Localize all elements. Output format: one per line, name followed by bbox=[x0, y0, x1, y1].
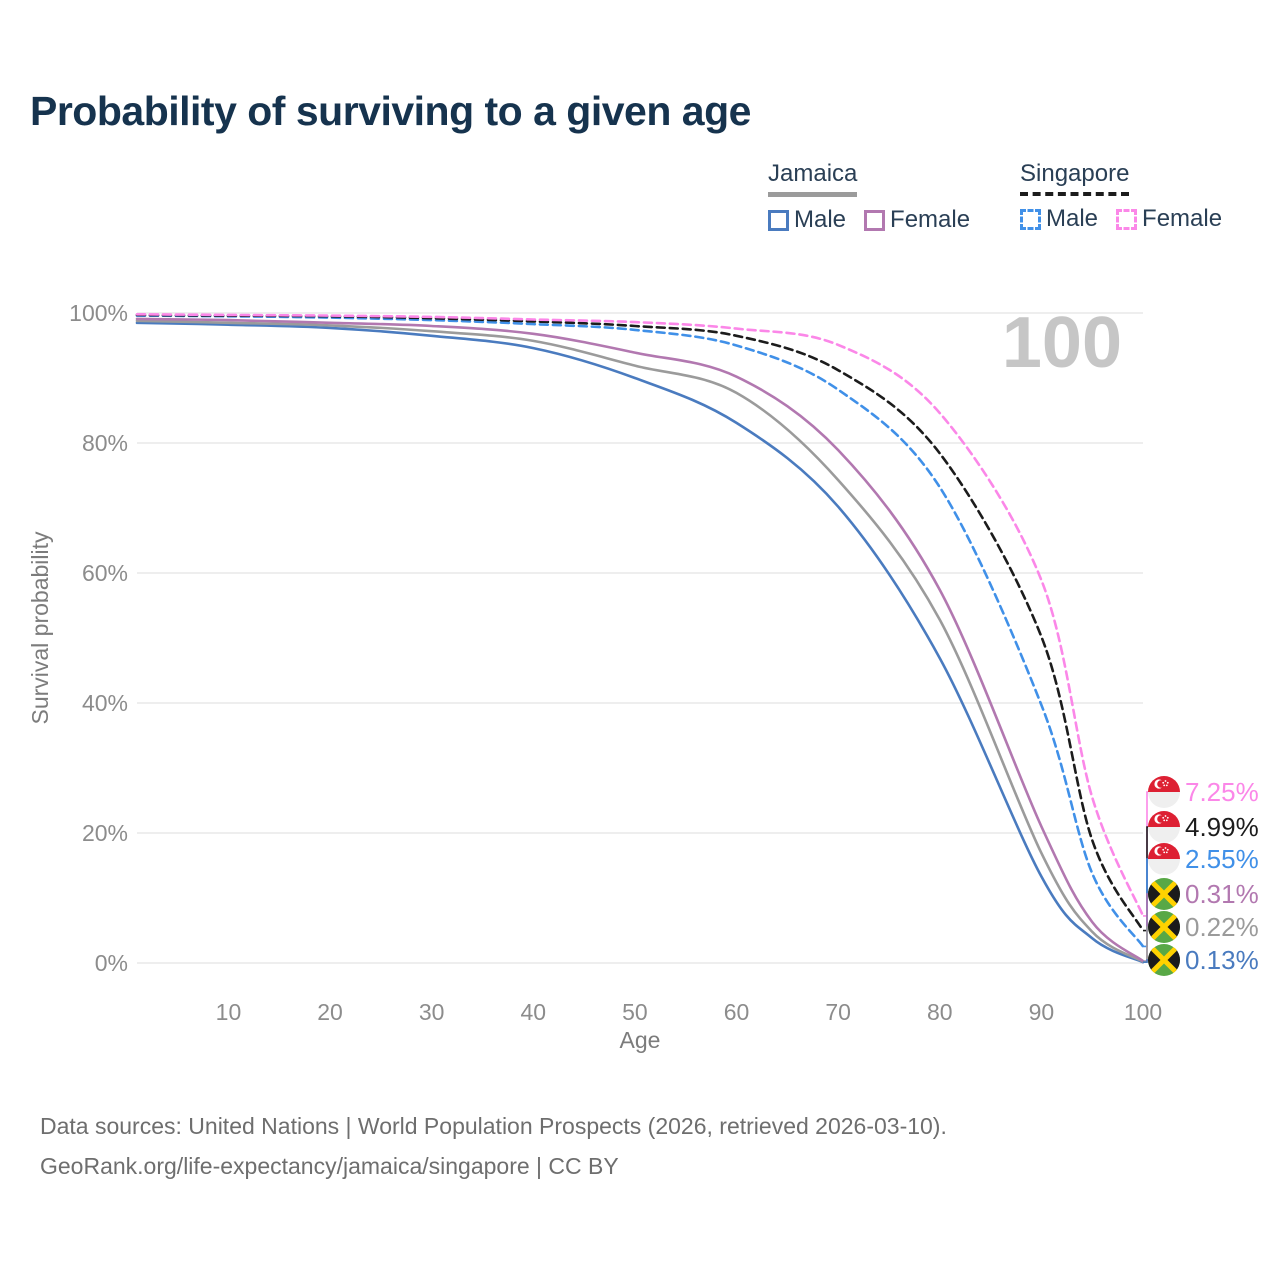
gridlines bbox=[137, 312, 1143, 964]
legend-label-jamaica-female[interactable]: Female bbox=[890, 206, 971, 233]
legend-group-jamaica: Jamaica Male Female bbox=[768, 160, 988, 234]
legend-swatch-singapore-female[interactable] bbox=[1116, 208, 1138, 230]
x-tick: 70 bbox=[825, 999, 851, 1025]
legend-label-singapore-female[interactable]: Female bbox=[1142, 205, 1223, 232]
jamaica-flag-icon bbox=[1148, 911, 1180, 943]
end-value: 0.22% bbox=[1185, 911, 1259, 942]
jamaica-flag-icon bbox=[1148, 944, 1180, 976]
end-label-singapore-female: 7.25% bbox=[1148, 776, 1259, 808]
footer-attribution-line: GeoRank.org/life-expectancy/jamaica/sing… bbox=[40, 1153, 619, 1179]
y-tick: 20% bbox=[82, 820, 128, 846]
end-label-jamaica-combined: 0.22% bbox=[1148, 911, 1259, 943]
curve-jamaica-combined[interactable] bbox=[135, 319, 1145, 963]
end-label-jamaica-female: 0.31% bbox=[1148, 878, 1259, 910]
footer: Data sources: United Nations | World Pop… bbox=[40, 1106, 947, 1186]
curve-jamaica-female[interactable] bbox=[135, 317, 1145, 963]
y-tick: 40% bbox=[82, 690, 128, 716]
x-tick: 50 bbox=[622, 999, 648, 1025]
footer-source-line: Data sources: United Nations | World Pop… bbox=[40, 1113, 947, 1139]
end-value: 4.99% bbox=[1185, 811, 1259, 842]
y-tick: 80% bbox=[82, 430, 128, 456]
end-value: 2.55% bbox=[1185, 843, 1259, 874]
curve-singapore-female[interactable] bbox=[135, 313, 1145, 918]
watermark-100: 100 bbox=[1002, 303, 1122, 383]
legend-country-jamaica[interactable]: Jamaica bbox=[768, 160, 858, 197]
page-title: Probability of surviving to a given age bbox=[30, 88, 751, 134]
x-tick: 90 bbox=[1029, 999, 1055, 1025]
legend-label-jamaica-male[interactable]: Male bbox=[794, 206, 847, 233]
legend-swatch-jamaica-male[interactable] bbox=[768, 209, 789, 231]
y-tick: 0% bbox=[95, 950, 128, 976]
x-tick: 30 bbox=[419, 999, 445, 1025]
x-tick: 60 bbox=[724, 999, 750, 1025]
x-axis: 10 20 30 40 50 60 70 80 90 100 Age bbox=[216, 999, 1163, 1053]
legend-swatch-singapore-male[interactable] bbox=[1020, 208, 1041, 230]
curve-jamaica-male[interactable] bbox=[135, 321, 1145, 964]
y-axis: 100% 80% 60% 40% 20% 0% Survival probabi… bbox=[27, 300, 128, 976]
x-tick: 40 bbox=[521, 999, 547, 1025]
singapore-flag-icon bbox=[1148, 843, 1180, 875]
curve-singapore-male[interactable] bbox=[135, 314, 1145, 948]
x-axis-title: Age bbox=[620, 1027, 661, 1053]
y-tick: 60% bbox=[82, 560, 128, 586]
legend-swatch-jamaica-female[interactable] bbox=[864, 209, 886, 231]
legend-group-singapore: Singapore Male Female bbox=[1020, 160, 1240, 233]
y-tick: 100% bbox=[69, 300, 128, 326]
end-value: 7.25% bbox=[1185, 776, 1259, 807]
end-label-jamaica-male: 0.13% bbox=[1148, 944, 1259, 976]
jamaica-flag-icon bbox=[1148, 878, 1180, 910]
end-label-singapore-male: 2.55% bbox=[1148, 843, 1259, 875]
end-label-singapore-combined: 4.99% bbox=[1148, 811, 1259, 843]
x-tick: 20 bbox=[317, 999, 343, 1025]
x-tick: 100 bbox=[1124, 999, 1162, 1025]
curves bbox=[135, 313, 1145, 964]
curve-singapore-combined[interactable] bbox=[135, 313, 1145, 932]
singapore-flag-icon bbox=[1148, 811, 1180, 843]
end-value: 0.31% bbox=[1185, 878, 1259, 909]
singapore-flag-icon bbox=[1148, 776, 1180, 808]
legend-country-singapore[interactable]: Singapore bbox=[1020, 160, 1130, 196]
y-axis-title: Survival probability bbox=[27, 531, 53, 725]
x-tick: 10 bbox=[216, 999, 242, 1025]
end-value: 0.13% bbox=[1185, 944, 1259, 975]
x-tick: 80 bbox=[927, 999, 953, 1025]
legend-label-singapore-male[interactable]: Male bbox=[1046, 205, 1099, 232]
